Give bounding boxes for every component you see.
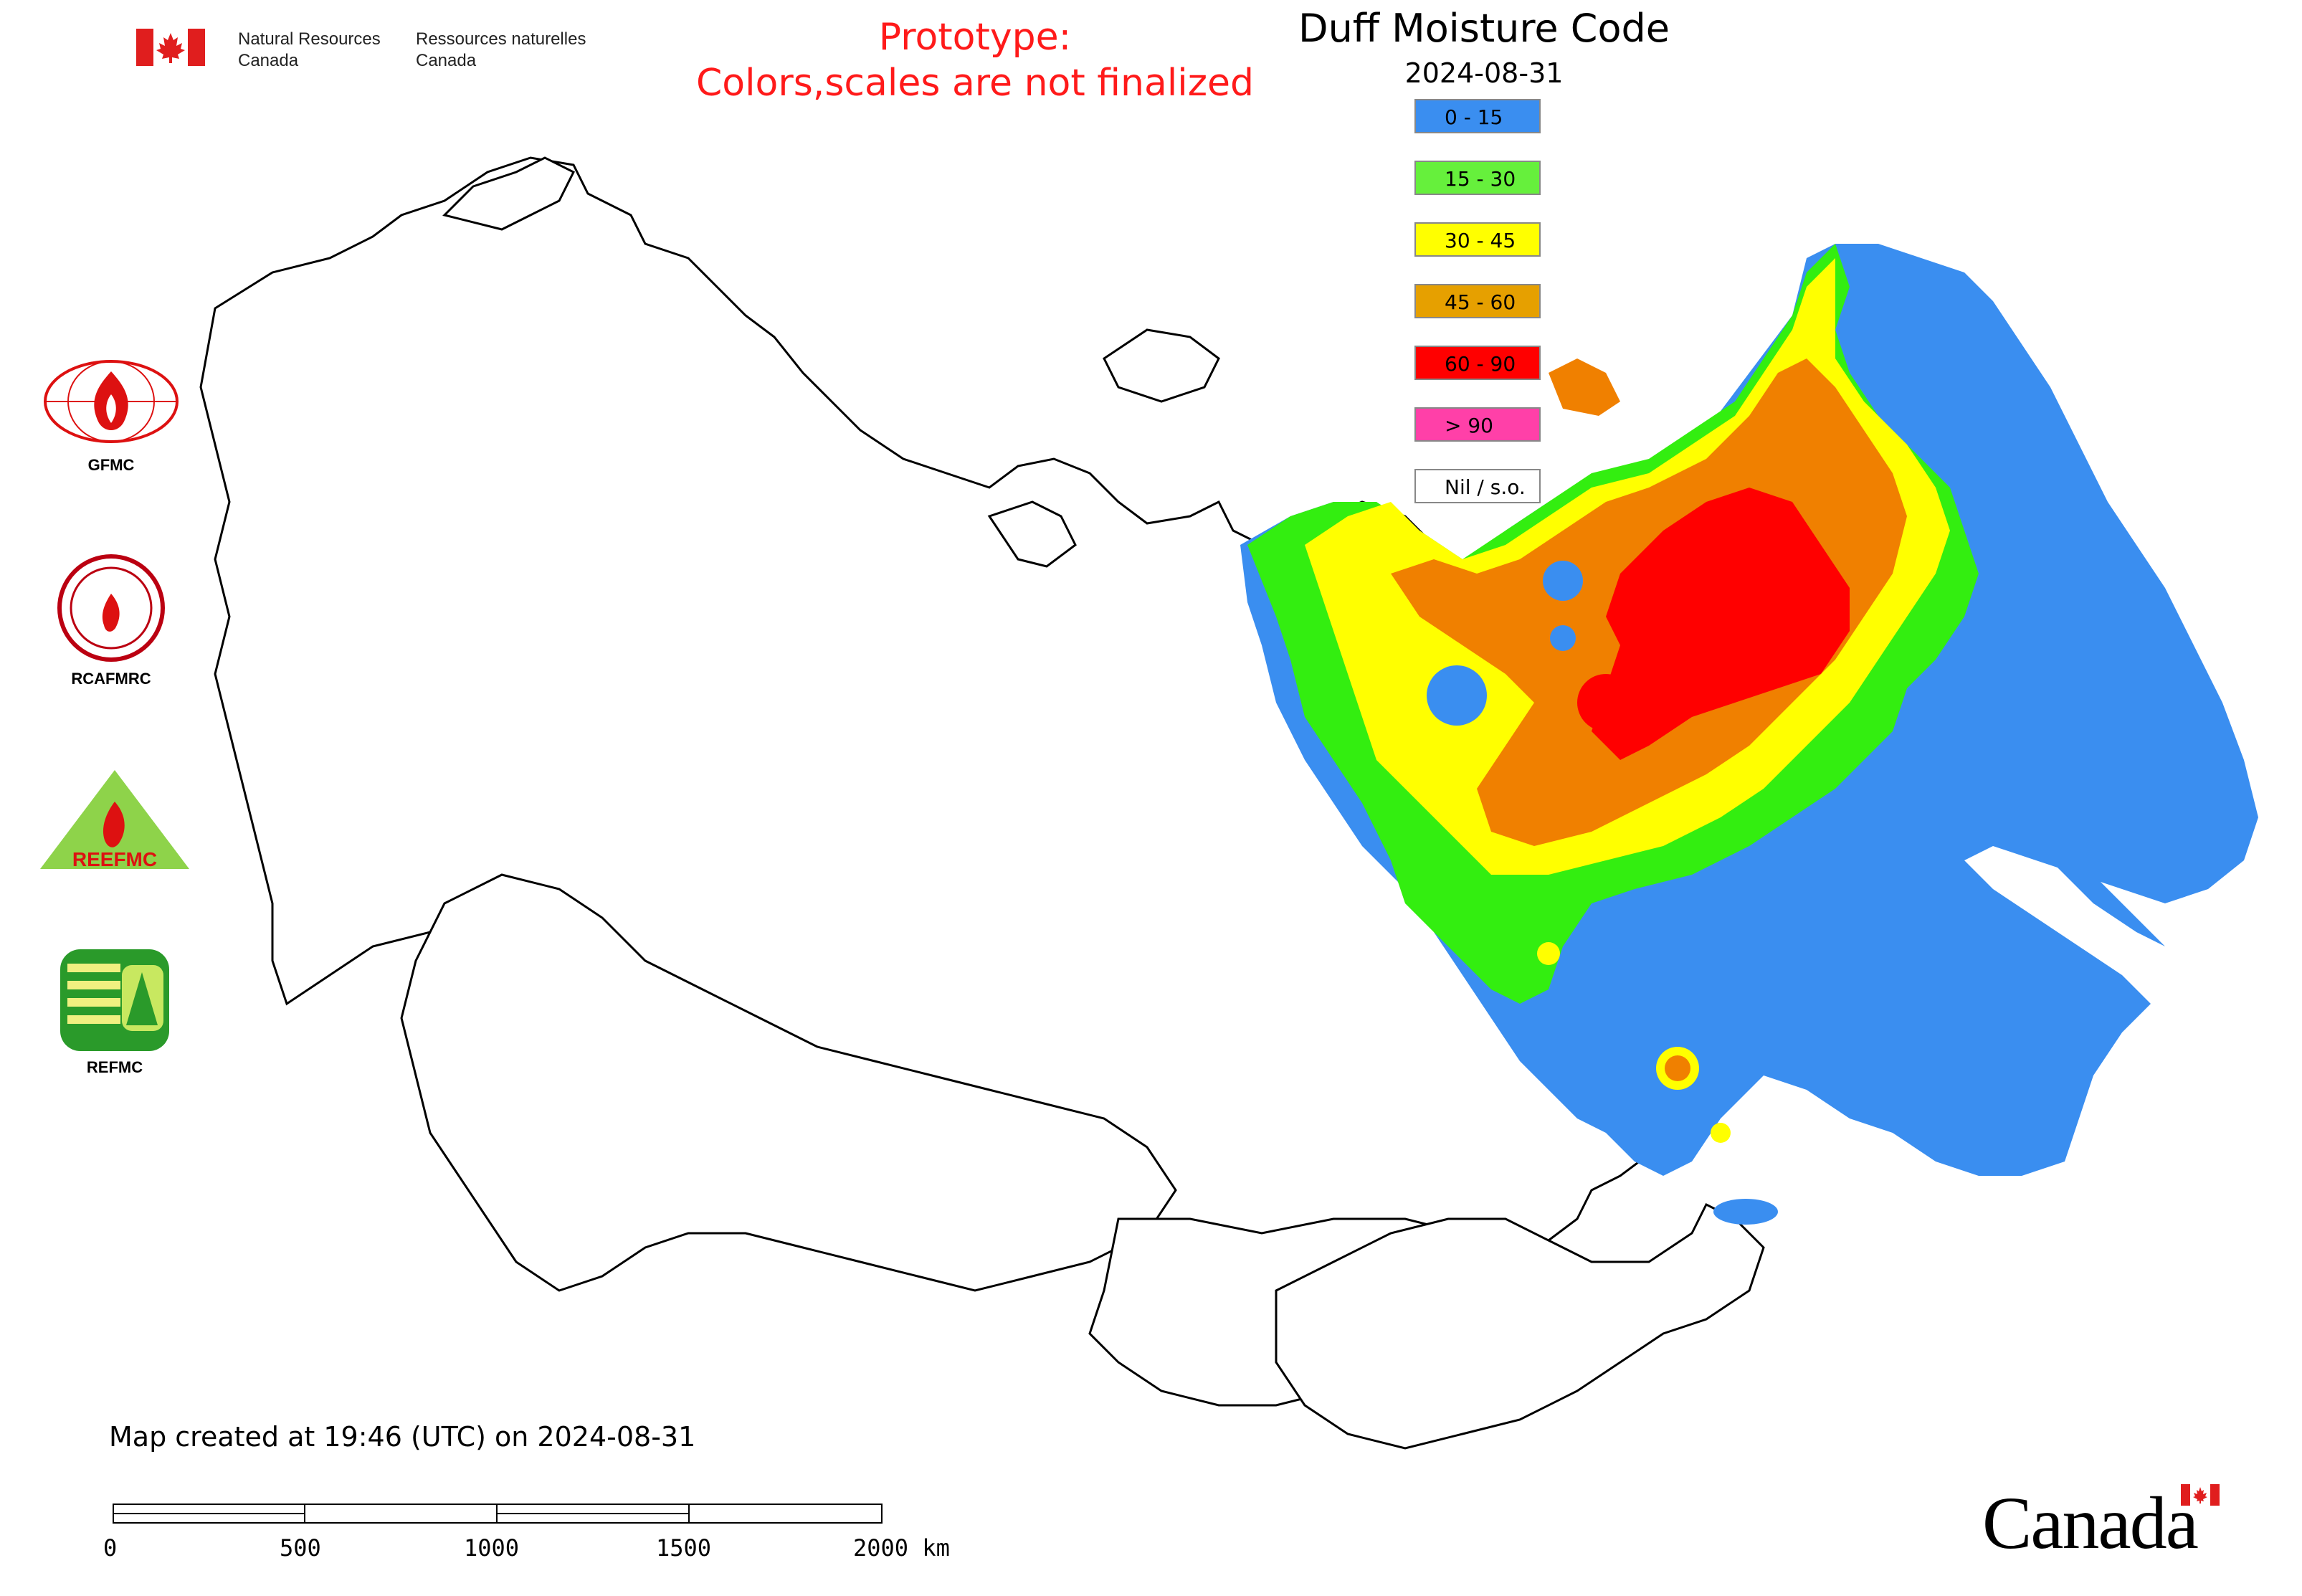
gfmc-logo: GFMC xyxy=(39,358,183,475)
map-created-text: Map created at 19:46 (UTC) on 2024-08-31 xyxy=(109,1421,696,1453)
rcafmrc-logo: RCAFMRC xyxy=(54,551,168,688)
legend-item: 0 - 15 xyxy=(1414,99,1541,133)
gfmc-label: GFMC xyxy=(87,456,135,474)
agency-name-en: Natural Resources Canada xyxy=(238,29,381,72)
agency-fr-line2: Canada xyxy=(416,51,477,70)
refmc-emblem-icon xyxy=(60,949,169,1051)
legend-item: > 90 xyxy=(1414,407,1541,442)
legend-item: Nil / s.o. xyxy=(1414,469,1541,503)
reefmc-emblem-icon: REEFMC xyxy=(40,770,189,870)
canada-wordmark-flag-icon xyxy=(2181,1484,2220,1506)
legend-item: 15 - 30 xyxy=(1414,161,1541,195)
canada-flag-icon xyxy=(136,29,205,66)
agency-en-line2: Canada xyxy=(238,51,299,70)
scale-label: 1500 xyxy=(656,1534,712,1562)
legend-item: 45 - 60 xyxy=(1414,284,1541,318)
rcafmrc-label: RCAFMRC xyxy=(71,670,151,688)
map-title: Duff Moisture Code xyxy=(1298,6,1670,51)
svg-text:REEFMC: REEFMC xyxy=(72,848,157,870)
canada-wordmark: Canada xyxy=(1982,1484,2233,1563)
scale-label: 2000 km xyxy=(853,1534,950,1562)
country-borders xyxy=(199,156,1765,1450)
agency-name-fr: Ressources naturelles Canada xyxy=(416,29,586,72)
canada-wordmark-text: Canada xyxy=(1982,1482,2199,1564)
agency-en-line1: Natural Resources xyxy=(238,29,381,49)
scale-bar xyxy=(113,1504,883,1524)
prototype-warning: Prototype: Colors,scales are not finaliz… xyxy=(617,14,1333,106)
dmc-zones xyxy=(1240,244,2258,1225)
scale-label: 1000 xyxy=(464,1534,520,1562)
map-date: 2024-08-31 xyxy=(1404,57,1564,89)
rcafmrc-emblem-icon xyxy=(57,554,165,662)
legend-item: 60 - 90 xyxy=(1414,346,1541,380)
refmc-label: REFMC xyxy=(86,1058,143,1076)
prototype-line2: Colors,scales are not finalized xyxy=(695,62,1255,105)
refmc-logo: REFMC xyxy=(57,946,172,1077)
agency-fr-line1: Ressources naturelles xyxy=(416,29,586,49)
gfmc-emblem-icon xyxy=(44,360,179,443)
reefmc-logo: REEFMC xyxy=(36,766,194,878)
scale-label: 0 xyxy=(103,1534,118,1562)
legend-item: 30 - 45 xyxy=(1414,222,1541,257)
scale-label: 500 xyxy=(280,1534,321,1562)
prototype-line1: Prototype: xyxy=(878,16,1072,59)
